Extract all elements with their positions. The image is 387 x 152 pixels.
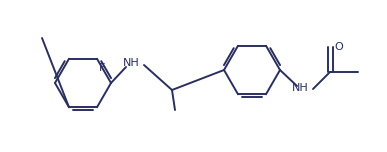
Text: NH: NH <box>292 83 308 93</box>
Text: NH: NH <box>123 58 139 68</box>
Text: O: O <box>334 42 343 52</box>
Text: F: F <box>99 63 105 73</box>
